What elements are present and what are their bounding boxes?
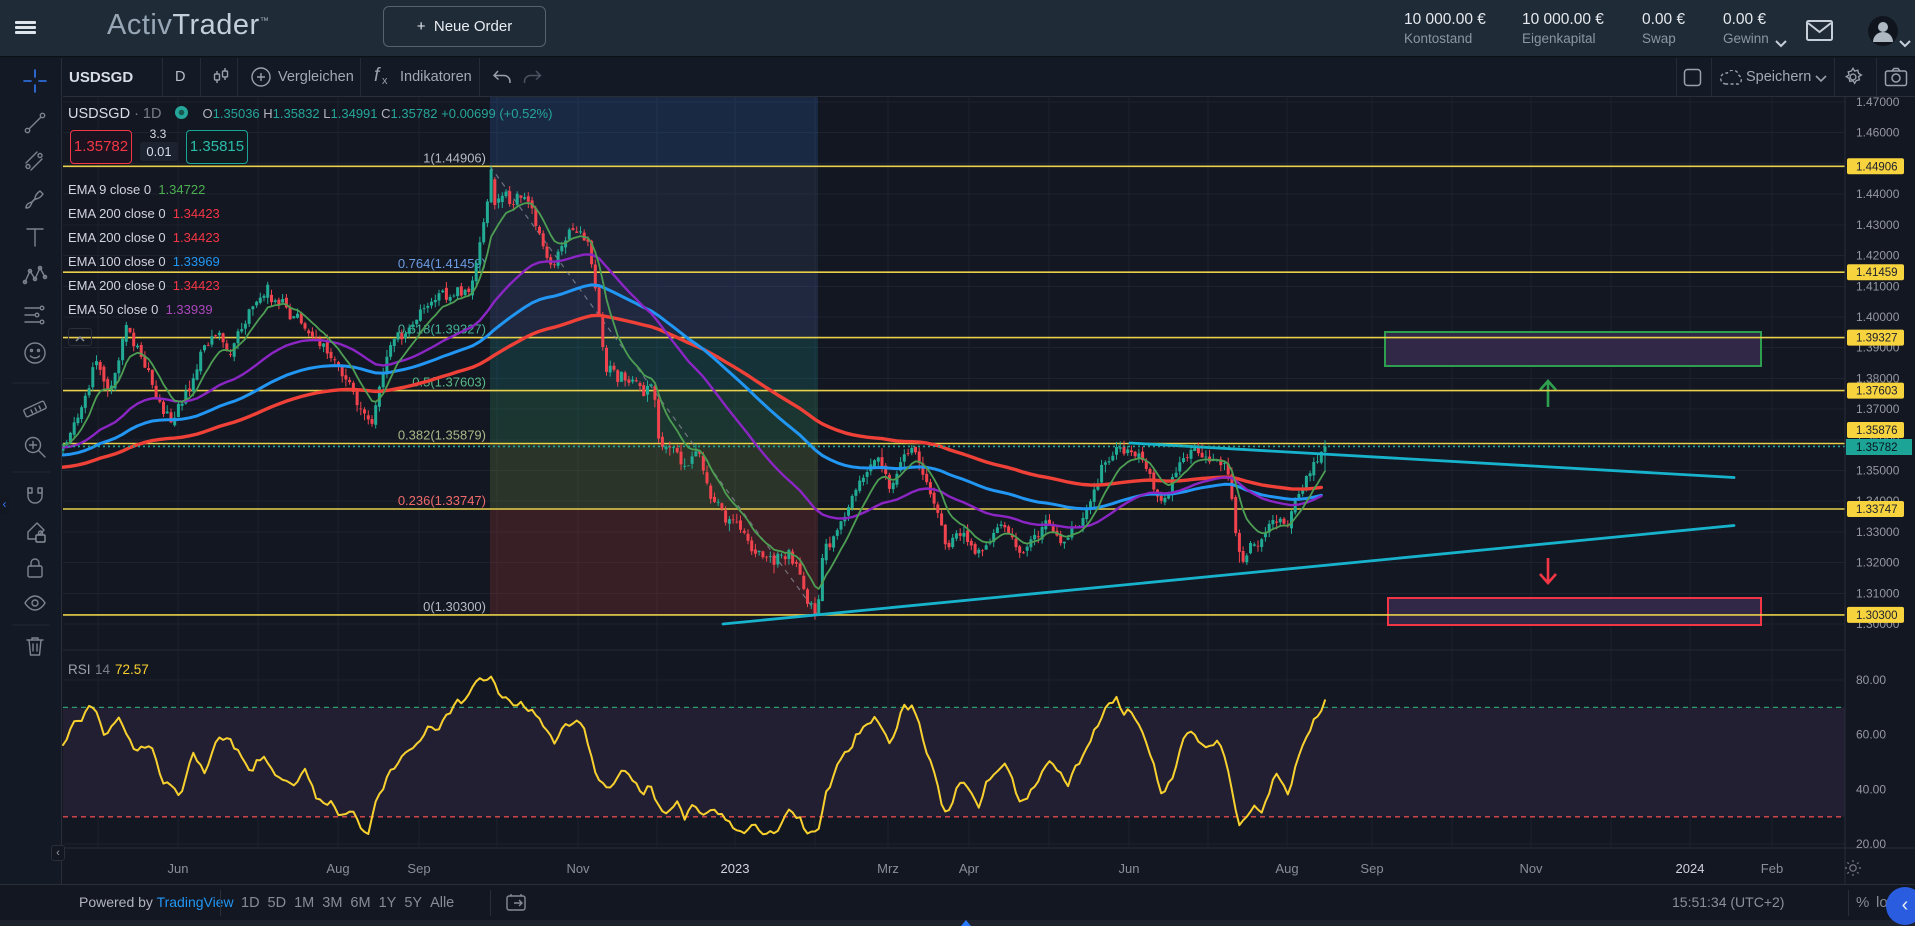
svg-text:Jun: Jun — [168, 861, 189, 876]
svg-text:1.42000: 1.42000 — [1856, 249, 1900, 263]
svg-text:Nov: Nov — [1519, 861, 1543, 876]
svg-text:Feb: Feb — [1761, 861, 1783, 876]
svg-text:20.00: 20.00 — [1856, 837, 1886, 851]
svg-text:1.32000: 1.32000 — [1856, 556, 1900, 570]
svg-text:1.46000: 1.46000 — [1856, 126, 1900, 140]
svg-text:1.44906: 1.44906 — [1856, 161, 1898, 173]
svg-text:Apr: Apr — [959, 861, 980, 876]
svg-text:Nov: Nov — [566, 861, 590, 876]
svg-text:0.236(1.33747): 0.236(1.33747) — [398, 493, 486, 508]
svg-text:2023: 2023 — [721, 861, 750, 876]
svg-text:1.33000: 1.33000 — [1856, 525, 1900, 539]
svg-text:0.764(1.41459): 0.764(1.41459) — [398, 256, 486, 271]
svg-text:1.35782: 1.35782 — [1856, 442, 1898, 454]
svg-text:Mrz: Mrz — [877, 861, 899, 876]
svg-text:0(1.30300): 0(1.30300) — [423, 599, 486, 614]
svg-text:1.47000: 1.47000 — [1856, 95, 1900, 109]
svg-text:1.35000: 1.35000 — [1856, 464, 1900, 478]
svg-text:1.37603: 1.37603 — [1856, 386, 1898, 398]
svg-text:1.40000: 1.40000 — [1856, 310, 1900, 324]
svg-text:1.41459: 1.41459 — [1856, 267, 1898, 279]
svg-text:60.00: 60.00 — [1856, 728, 1886, 742]
svg-text:80.00: 80.00 — [1856, 673, 1886, 687]
svg-text:0.5(1.37603): 0.5(1.37603) — [412, 375, 486, 390]
svg-text:2024: 2024 — [1676, 861, 1705, 876]
svg-text:Sep: Sep — [1360, 861, 1383, 876]
svg-text:72.57: 72.57 — [115, 662, 149, 677]
svg-text:1.35876: 1.35876 — [1856, 425, 1898, 437]
svg-text:Aug: Aug — [1275, 861, 1298, 876]
svg-text:40.00: 40.00 — [1856, 782, 1886, 796]
svg-text:Sep: Sep — [407, 861, 430, 876]
svg-text:1.30300: 1.30300 — [1856, 610, 1898, 622]
svg-text:Aug: Aug — [326, 861, 349, 876]
svg-text:0.382(1.35879): 0.382(1.35879) — [398, 428, 486, 443]
svg-text:14: 14 — [95, 662, 111, 677]
svg-text:1.31000: 1.31000 — [1856, 586, 1900, 600]
svg-text:RSI: RSI — [68, 662, 91, 677]
svg-text:1.43000: 1.43000 — [1856, 218, 1900, 232]
svg-text:1.37000: 1.37000 — [1856, 402, 1900, 416]
svg-text:1.33747: 1.33747 — [1856, 504, 1898, 516]
svg-text:1.44000: 1.44000 — [1856, 187, 1900, 201]
svg-text:1.38000: 1.38000 — [1856, 371, 1900, 385]
svg-text:1(1.44906): 1(1.44906) — [423, 150, 486, 165]
svg-text:Jun: Jun — [1119, 861, 1140, 876]
svg-text:1.39327: 1.39327 — [1856, 333, 1898, 345]
svg-text:1.41000: 1.41000 — [1856, 279, 1900, 293]
